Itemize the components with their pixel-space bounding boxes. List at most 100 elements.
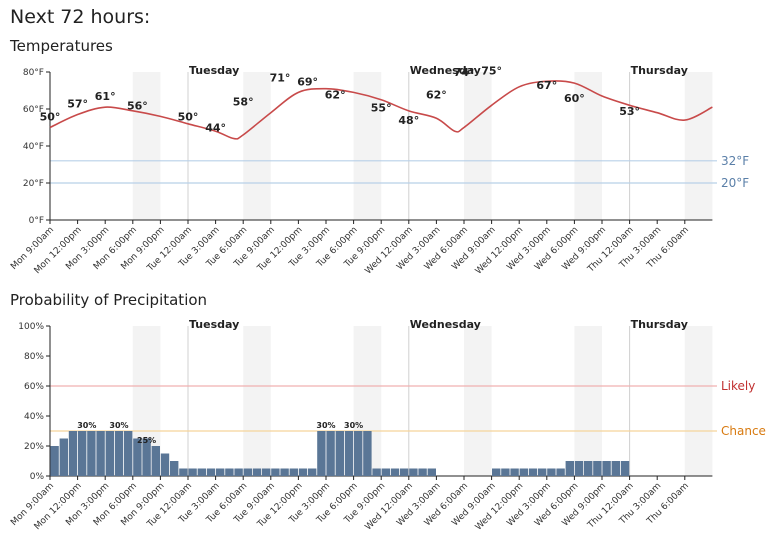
precipitation-chart-title: Probability of Precipitation [10,291,208,309]
precipitation-bar [528,468,538,476]
temp-day-label-thursday: Thursday [631,64,688,77]
precip-day-label-thursday: Thursday [631,318,688,331]
precipitation-bar [501,468,510,476]
temperature-point-label: 62° [325,88,346,101]
temp-reference-label: 20°F [721,176,749,190]
temp-x-tick-label: Wed 12:00pm [474,225,526,277]
precipitation-bar [427,468,436,476]
precipitation-bar-label: 25% [137,436,156,445]
precip-x-tick-label: Wed 12:00pm [474,481,526,533]
precipitation-bar [298,468,308,476]
precipitation-bar [335,431,344,476]
precipitation-bar [326,431,335,476]
precipitation-bar [418,468,427,476]
temp-night-band [464,72,492,220]
temp-y-tick-label: 0°F [29,216,44,226]
temperature-point-label: 74° [454,66,475,79]
precipitation-bar [50,446,59,476]
temp-day-label-wednesday: Wednesday [410,64,481,77]
precipitation-bar [206,468,216,476]
precipitation-bar [289,468,298,476]
precipitation-bar [381,468,390,476]
temp-y-tick-label: 80°F [23,68,44,78]
precipitation-bar [317,431,326,476]
temperature-point-label: 44° [205,122,226,135]
precipitation-bar [225,468,234,476]
precip-night-band [464,326,492,476]
precip-night-band [684,326,713,476]
precipitation-bar [59,438,68,476]
precipitation-bar [271,468,280,476]
precipitation-bar [216,468,225,476]
precipitation-bar [96,431,105,476]
page-title: Next 72 hours: [10,6,151,28]
temperature-point-label: 53° [619,105,640,118]
temp-night-band [243,72,271,220]
precip-reference-label: Chance [721,424,766,438]
precipitation-bar [243,468,252,476]
precipitation-bar [78,431,87,476]
precipitation-bar [602,461,611,476]
precipitation-bar [188,468,197,476]
precip-night-band [243,326,271,476]
precipitation-bar [574,461,584,476]
precipitation-bar [547,468,556,476]
precipitation-bar [142,438,151,476]
temp-night-band [574,72,602,220]
precipitation-bar [584,461,593,476]
precipitation-bar-label: 30% [344,421,363,430]
precipitation-bar [262,468,271,476]
precipitation-bar [170,461,179,476]
precipitation-bar [160,453,170,476]
temperature-point-label: 48° [398,114,419,127]
precipitation-bar [344,431,354,476]
precipitation-bar [105,431,114,476]
precipitation-bar [593,461,602,476]
precipitation-bar [492,468,501,476]
precip-y-tick-label: 100% [18,322,44,332]
temperature-point-label: 75° [481,64,502,77]
precipitation-bar [151,446,160,476]
precipitation-bar [354,431,363,476]
temp-day-label-tuesday: Tuesday [189,64,239,77]
temperature-point-label: 50° [178,111,199,124]
precipitation-bar-label: 30% [316,421,335,430]
precipitation-bar [565,461,574,476]
precipitation-bar-label: 30% [109,421,128,430]
temp-y-tick-label: 20°F [23,179,44,189]
precip-day-label-wednesday: Wednesday [410,318,481,331]
precip-y-tick-label: 80% [24,352,44,362]
precipitation-bar [179,468,188,476]
temp-y-tick-label: 60°F [23,105,44,115]
temperature-point-label: 50° [40,111,61,124]
precip-y-tick-label: 20% [24,442,44,452]
precip-y-tick-label: 0% [30,472,45,482]
temperature-point-label: 56° [127,99,148,112]
precipitation-bar [611,461,620,476]
precip-reference-label: Likely [721,379,755,393]
temp-y-tick-label: 40°F [23,142,44,152]
precip-y-tick-label: 60% [24,382,44,392]
temperature-point-label: 67° [536,79,557,92]
precipitation-bar [68,431,78,476]
precip-night-band [574,326,602,476]
precipitation-bar [87,431,96,476]
precipitation-bar [620,461,630,476]
temperature-point-label: 60° [564,92,585,105]
precip-day-label-tuesday: Tuesday [189,318,239,331]
precipitation-bar [308,468,317,476]
temperature-point-label: 57° [67,98,88,111]
precipitation-bar [372,468,381,476]
temperature-point-label: 69° [297,75,318,88]
precipitation-bar [234,468,243,476]
precipitation-bar [390,468,400,476]
precipitation-bar [519,468,528,476]
precipitation-bar [363,431,372,476]
precipitation-bar [197,468,206,476]
temp-night-band [353,72,382,220]
temp-night-band [132,72,161,220]
precipitation-bar-label: 30% [77,421,96,430]
temp-night-band [684,72,713,220]
precipitation-bar [538,468,547,476]
